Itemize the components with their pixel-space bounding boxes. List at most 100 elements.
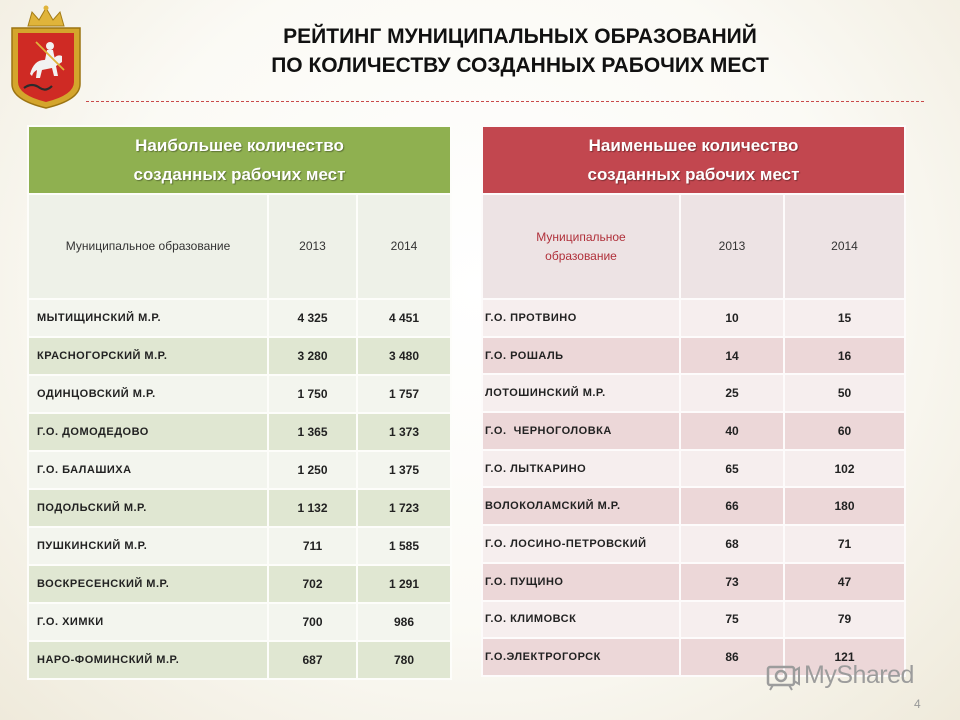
municipality-name: КРАСНОГОРСКИЙ М.Р. [27, 336, 269, 376]
page-number: 4 [914, 697, 921, 711]
value-2014: 1 373 [356, 412, 452, 452]
myshared-watermark: MyShared [766, 656, 936, 694]
table-row: Г.О. ЧЕРНОГОЛОВКА 40 60 [481, 411, 906, 451]
column-header-2014: 2014 [783, 193, 906, 300]
value-2013: 702 [267, 564, 358, 604]
municipality-name: МЫТИЩИНСКИЙ М.Р. [27, 298, 269, 338]
value-2013: 711 [267, 526, 358, 566]
value-2013: 1 365 [267, 412, 358, 452]
value-2014: 986 [356, 602, 452, 642]
table-row: Г.О. ХИМКИ 700 986 [27, 602, 452, 642]
municipality-name: Г.О. ПРОТВИНО [481, 298, 681, 338]
value-2013: 66 [679, 486, 785, 527]
value-2013: 4 325 [267, 298, 358, 338]
value-2014: 79 [783, 599, 906, 640]
value-2013: 14 [679, 335, 785, 376]
watermark-text: MyShared [804, 660, 914, 689]
value-2013: 1 132 [267, 488, 358, 528]
header-line-1: Наибольшее количество [135, 136, 344, 155]
municipality-name: ВОЛОКОЛАМСКИЙ М.Р. [481, 486, 681, 527]
value-2013: 75 [679, 599, 785, 640]
value-2013: 1 250 [267, 450, 358, 490]
projector-icon [766, 665, 800, 691]
table-row: ПУШКИНСКИЙ М.Р. 711 1 585 [27, 526, 452, 566]
value-2014: 1 585 [356, 526, 452, 566]
table-row: Г.О. КЛИМОВСК 75 79 [481, 599, 906, 640]
municipality-name: Г.О. ХИМКИ [27, 602, 269, 642]
value-2014: 121 [783, 637, 906, 677]
table-row: МЫТИЩИНСКИЙ М.Р. 4 325 4 451 [27, 298, 452, 338]
coat-of-arms-icon [11, 5, 81, 109]
table-row: ВОЛОКОЛАМСКИЙ М.Р. 66 180 [481, 486, 906, 527]
municipality-name: Г.О. ДОМОДЕДОВО [27, 412, 269, 452]
value-2014: 16 [783, 335, 906, 376]
value-2013: 700 [267, 602, 358, 642]
value-2014: 50 [783, 373, 906, 414]
table-row: Г.О. ЛОСИНО-ПЕТРОВСКИЙ 68 71 [481, 524, 906, 564]
value-2014: 71 [783, 524, 906, 564]
municipality-name: Г.О. БАЛАШИХА [27, 450, 269, 490]
table-row: НАРО-ФОМИНСКИЙ М.Р. 687 780 [27, 640, 452, 680]
municipality-name: ПОДОЛЬСКИЙ М.Р. [27, 488, 269, 528]
table-fewest-jobs: Наименьшее количество созданных рабочих … [481, 125, 906, 677]
value-2013: 10 [679, 298, 785, 338]
table-row: Г.О. РОШАЛЬ 14 16 [481, 335, 906, 376]
title-line-1: РЕЙТИНГ МУНИЦИПАЛЬНЫХ ОБРАЗОВАНИЙ [283, 25, 757, 48]
table-row: Г.О. ДОМОДЕДОВО 1 365 1 373 [27, 412, 452, 452]
table-row: Г.О. ПУЩИНО 73 47 [481, 561, 906, 602]
column-header-municipality: Муниципальное образование [27, 193, 269, 300]
value-2014: 1 291 [356, 564, 452, 604]
slide-title: РЕЙТИНГ МУНИЦИПАЛЬНЫХ ОБРАЗОВАНИЙ ПО КОЛ… [180, 22, 860, 80]
table-row: ОДИНЦОВСКИЙ М.Р. 1 750 1 757 [27, 374, 452, 414]
municipality-name: ПУШКИНСКИЙ М.Р. [27, 526, 269, 566]
value-2014: 60 [783, 411, 906, 451]
table-row: Г.О. ЛЫТКАРИНО 65 102 [481, 448, 906, 489]
value-2013: 73 [679, 561, 785, 602]
table-most-jobs: Наибольшее количество созданных рабочих … [27, 125, 452, 680]
municipality-name: Г.О. ЛЫТКАРИНО [481, 448, 681, 489]
table-row: Г.О. БАЛАШИХА 1 250 1 375 [27, 450, 452, 490]
value-2014: 47 [783, 561, 906, 602]
municipality-name: НАРО-ФОМИНСКИЙ М.Р. [27, 640, 269, 680]
value-2014: 1 723 [356, 488, 452, 528]
value-2014: 1 757 [356, 374, 452, 414]
header-line-1: Наименьшее количество [588, 136, 799, 155]
title-divider [86, 101, 924, 102]
municipality-name: ВОСКРЕСЕНСКИЙ М.Р. [27, 564, 269, 604]
value-2013: 687 [267, 640, 358, 680]
value-2014: 1 375 [356, 450, 452, 490]
title-line-2: ПО КОЛИЧЕСТВУ СОЗДАННЫХ РАБОЧИХ МЕСТ [271, 54, 769, 77]
column-header-2013: 2013 [679, 193, 785, 300]
municipality-name: ОДИНЦОВСКИЙ М.Р. [27, 374, 269, 414]
value-2014: 15 [783, 298, 906, 338]
municipality-name: ЛОТОШИНСКИЙ М.Р. [481, 373, 681, 414]
table-row: КРАСНОГОРСКИЙ М.Р. 3 280 3 480 [27, 336, 452, 376]
column-header-2014: 2014 [356, 193, 452, 300]
value-2013: 40 [679, 411, 785, 451]
column-header-municipality: Муниципальное образование [481, 193, 681, 300]
value-2014: 102 [783, 448, 906, 489]
value-2013: 1 750 [267, 374, 358, 414]
table-row: ВОСКРЕСЕНСКИЙ М.Р. 702 1 291 [27, 564, 452, 604]
municipality-name: Г.О. ПУЩИНО [481, 561, 681, 602]
value-2014: 4 451 [356, 298, 452, 338]
value-2013: 65 [679, 448, 785, 489]
table-row: Г.О.ЭЛЕКТРОГОРСК 86 121 [481, 637, 906, 677]
column-header-line-2: образование [545, 248, 617, 263]
value-2013: 3 280 [267, 336, 358, 376]
value-2013: 25 [679, 373, 785, 414]
value-2014: 780 [356, 640, 452, 680]
municipality-name: Г.О. ЧЕРНОГОЛОВКА [481, 411, 681, 451]
municipality-name: Г.О. РОШАЛЬ [481, 335, 681, 376]
municipality-name: Г.О. КЛИМОВСК [481, 599, 681, 640]
municipality-name: Г.О.ЭЛЕКТРОГОРСК [481, 637, 681, 677]
table-header-fewest-jobs: Наименьшее количество созданных рабочих … [481, 125, 906, 195]
table-header-most-jobs: Наибольшее количество созданных рабочих … [27, 125, 452, 195]
header-line-2: созданных рабочих мест [587, 165, 800, 184]
table-row: ЛОТОШИНСКИЙ М.Р. 25 50 [481, 373, 906, 414]
municipality-name: Г.О. ЛОСИНО-ПЕТРОВСКИЙ [481, 524, 681, 564]
column-header-2013: 2013 [267, 193, 358, 300]
value-2014: 180 [783, 486, 906, 527]
value-2013: 68 [679, 524, 785, 564]
value-2014: 3 480 [356, 336, 452, 376]
